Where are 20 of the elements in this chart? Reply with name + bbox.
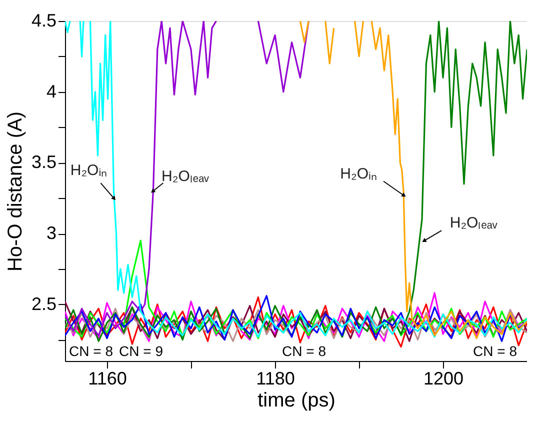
y-tick-label: 2.5 (31, 294, 56, 314)
annotation: H₂Oᵢₙ (340, 165, 377, 182)
y-tick-label: 3 (46, 223, 56, 243)
x-tick-label: 1200 (423, 368, 464, 388)
annotation: H₂Oₗₑₐᵥ (450, 214, 498, 232)
x-tick-label: 1160 (88, 368, 127, 388)
annotation: CN = 8 (282, 343, 326, 359)
x-tick-label: 1180 (256, 368, 295, 388)
y-axis-title: Ho-O distance (A) (4, 111, 26, 272)
annotation: H₂Oₗₑₐᵥ (162, 168, 210, 185)
y-tick-label: 4.5 (31, 10, 56, 30)
line-series (65, 240, 527, 340)
y-tick-label: 4 (46, 81, 56, 102)
line-series (65, 308, 527, 342)
annotation: CN = 8 (69, 343, 114, 359)
annotation: CN = 9 (119, 343, 164, 359)
y-tick-label: 3.5 (31, 152, 56, 172)
annotation: H₂Oᵢₙ (70, 162, 108, 180)
annotation: CN = 8 (473, 343, 518, 359)
x-axis-title: time (ps) (258, 390, 336, 412)
